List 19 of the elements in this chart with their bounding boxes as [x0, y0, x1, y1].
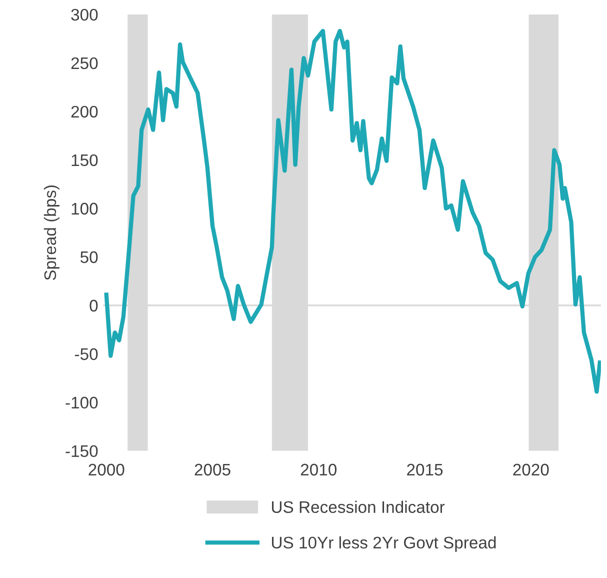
- x-tick-label: 2015: [407, 464, 443, 476]
- y-tick-label: 150: [72, 154, 98, 166]
- legend-label: US 10Yr less 2Yr Govt Spread: [272, 536, 496, 552]
- y-tick-label: 250: [71, 57, 98, 70]
- legend-label: US Recession Indicator: [272, 500, 445, 513]
- y-tick-label: -150: [66, 445, 98, 458]
- x-tick-label: 2020: [513, 464, 549, 476]
- x-tick-label: 2010: [300, 464, 337, 476]
- y-tick-label: 50: [80, 251, 98, 264]
- y-tick-label: 0: [90, 300, 98, 312]
- x-tick-label: 2000: [88, 464, 124, 476]
- y-tick-label: 300: [71, 8, 98, 21]
- y-tick-label: 100: [72, 202, 98, 215]
- y-axis-title: Spread (bps): [44, 186, 60, 280]
- line-series: [104, 28, 601, 394]
- y-tick-label: -100: [66, 396, 98, 409]
- y-tick-label: -50: [74, 348, 98, 360]
- x-tick-label: 2005: [194, 464, 230, 476]
- y-tick-label: 200: [71, 106, 98, 118]
